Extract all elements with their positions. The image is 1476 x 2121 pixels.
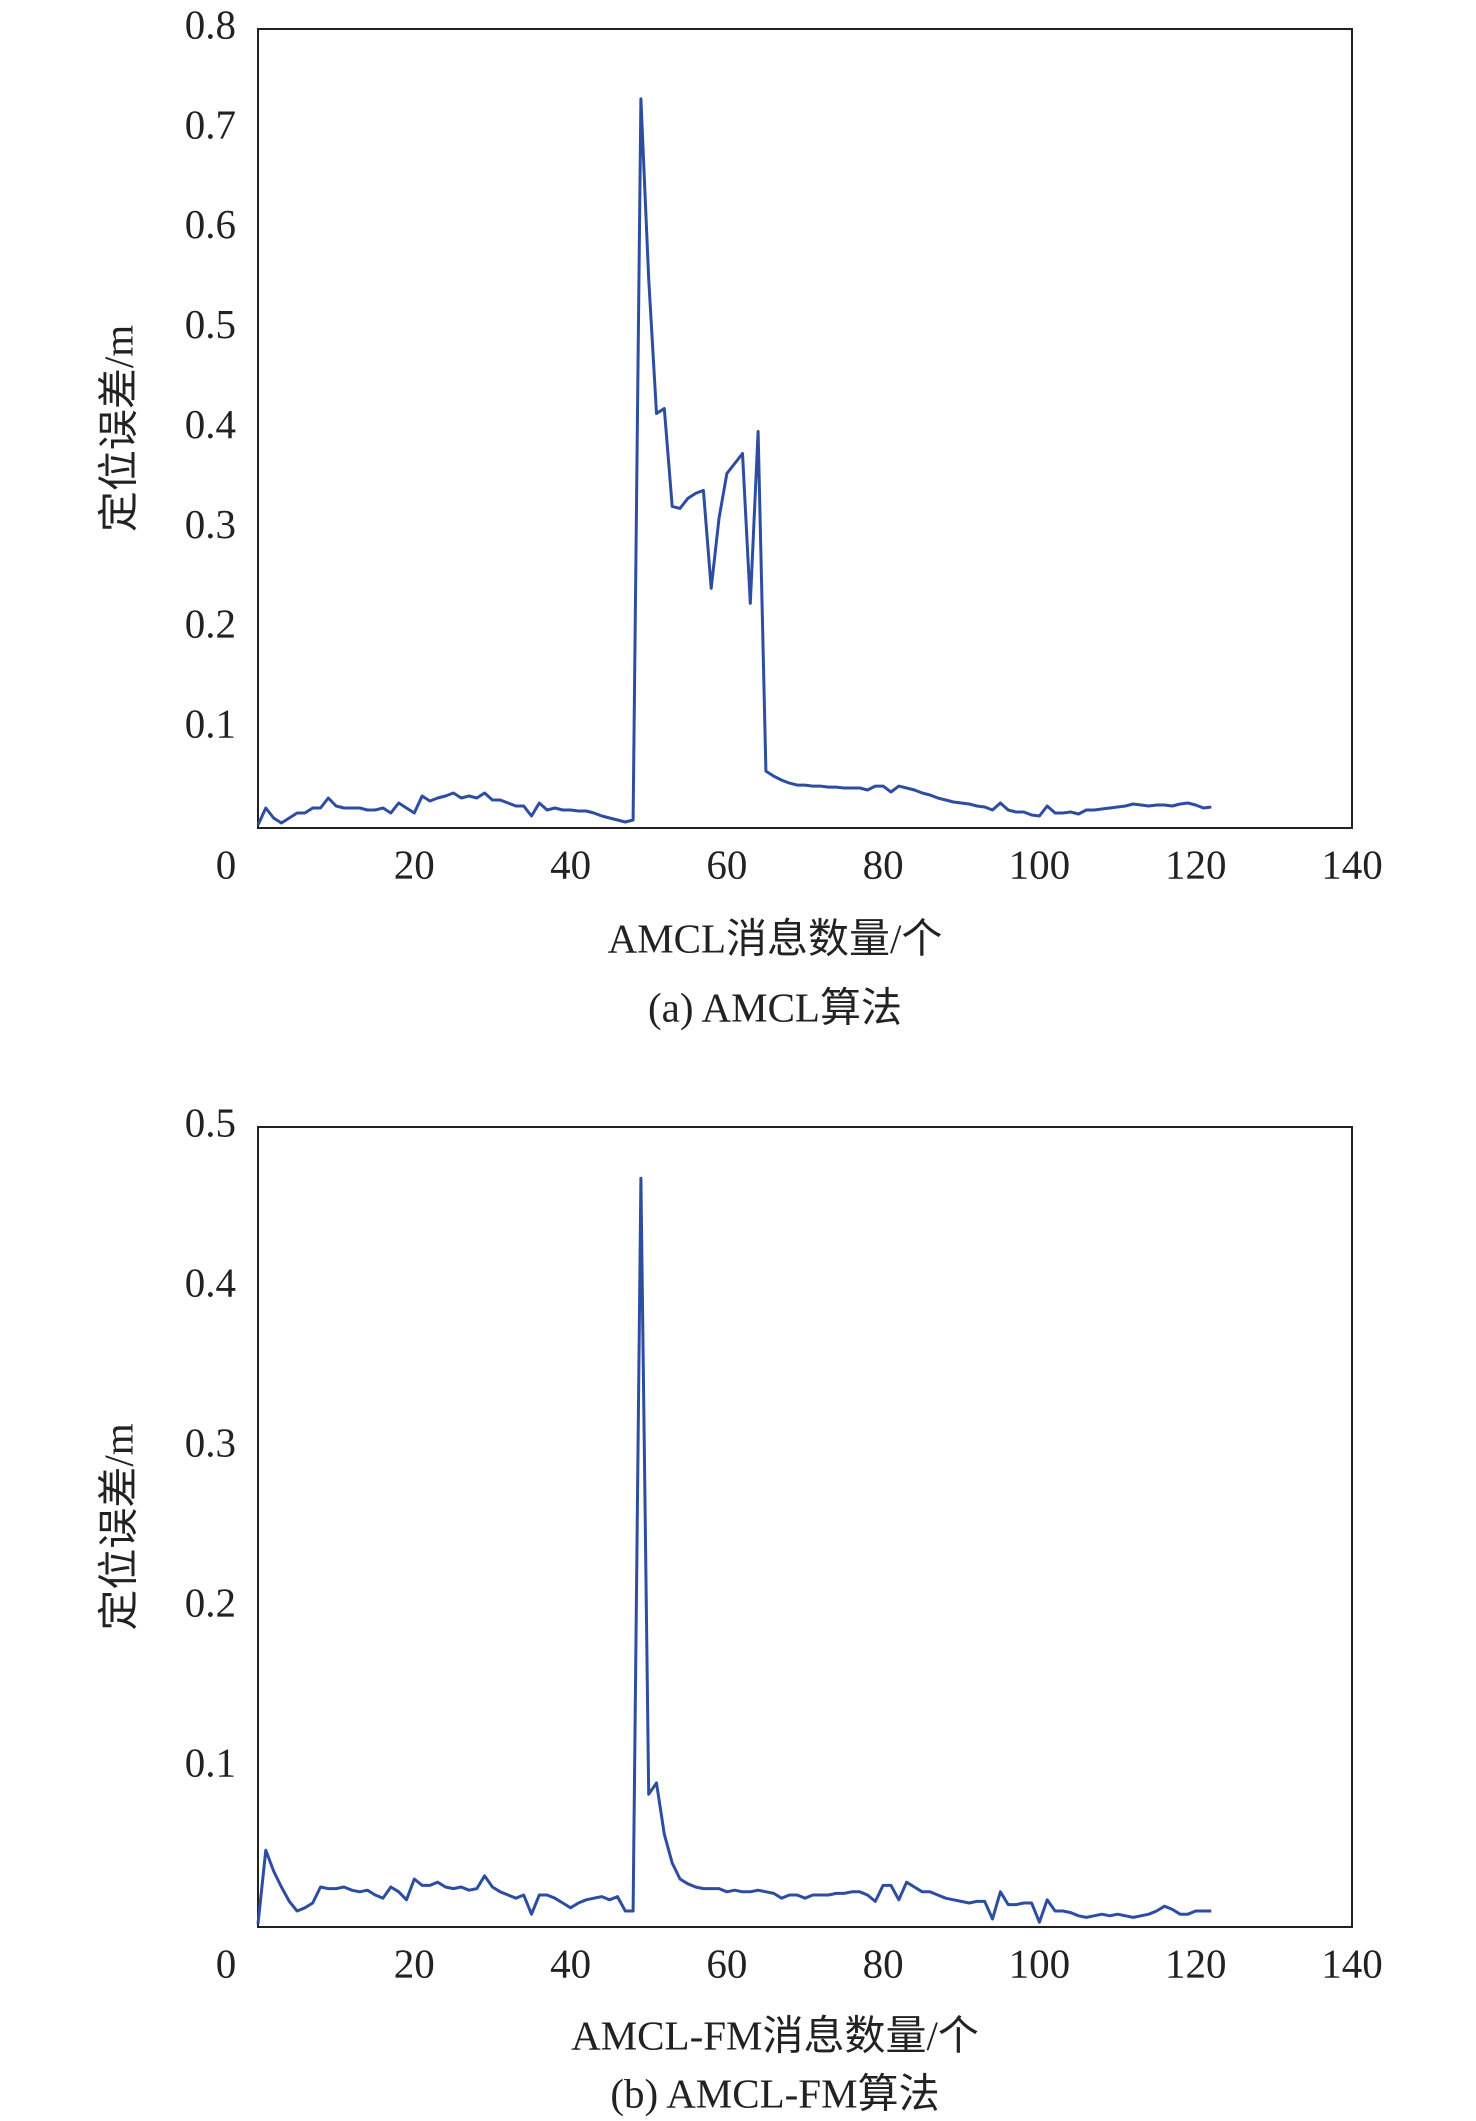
x-tick-label: 120 [1165, 1940, 1227, 1986]
x-tick-label: 80 [863, 841, 904, 887]
x-tick-label: 100 [1009, 841, 1071, 887]
x-tick-label: 60 [706, 841, 747, 887]
caption: (a) AMCL算法 [648, 984, 902, 1030]
x-tick-label: 140 [1321, 1940, 1383, 1986]
x-tick-label: 100 [1009, 1940, 1071, 1986]
x-tick-label: 140 [1321, 841, 1383, 887]
plot-frame [257, 1126, 1353, 1928]
x-tick-label: 80 [863, 1940, 904, 1986]
y-tick-label: 0.5 [185, 301, 236, 347]
y-tick-label: 0.3 [185, 1419, 236, 1465]
x-tick-label: 120 [1165, 841, 1227, 887]
y-tick-label: 0.6 [185, 201, 236, 247]
y-tick-label: 0.5 [185, 1099, 236, 1145]
y-tick-label: 0.1 [185, 1739, 236, 1785]
y-axis-label: 定位误差/m [95, 325, 141, 532]
y-tick-label: 0.2 [185, 601, 236, 647]
data-line [256, 97, 1212, 826]
y-tick-label: 0.4 [185, 1259, 236, 1305]
y-tick-label: 0.4 [185, 401, 236, 447]
x-axis-label: AMCL-FM消息数量/个 [571, 2012, 979, 2058]
y-tick-label: 0.1 [185, 701, 236, 747]
x-tick-label: 0 [216, 1940, 237, 1986]
x-tick-label: 0 [216, 841, 237, 887]
x-tick-label: 20 [394, 841, 435, 887]
data-line [256, 1176, 1212, 1924]
y-tick-label: 0.8 [185, 1, 236, 47]
x-tick-label: 20 [394, 1940, 435, 1986]
caption: (b) AMCL-FM算法 [610, 2070, 939, 2116]
y-tick-label: 0.7 [185, 101, 236, 147]
plot-frame [257, 28, 1353, 829]
x-tick-label: 40 [550, 1940, 591, 1986]
x-axis-label: AMCL消息数量/个 [608, 915, 943, 961]
y-tick-label: 0.3 [185, 501, 236, 547]
y-tick-label: 0.2 [185, 1579, 236, 1625]
y-axis-label: 定位误差/m [95, 1423, 141, 1630]
x-tick-label: 40 [550, 841, 591, 887]
x-tick-label: 60 [706, 1940, 747, 1986]
